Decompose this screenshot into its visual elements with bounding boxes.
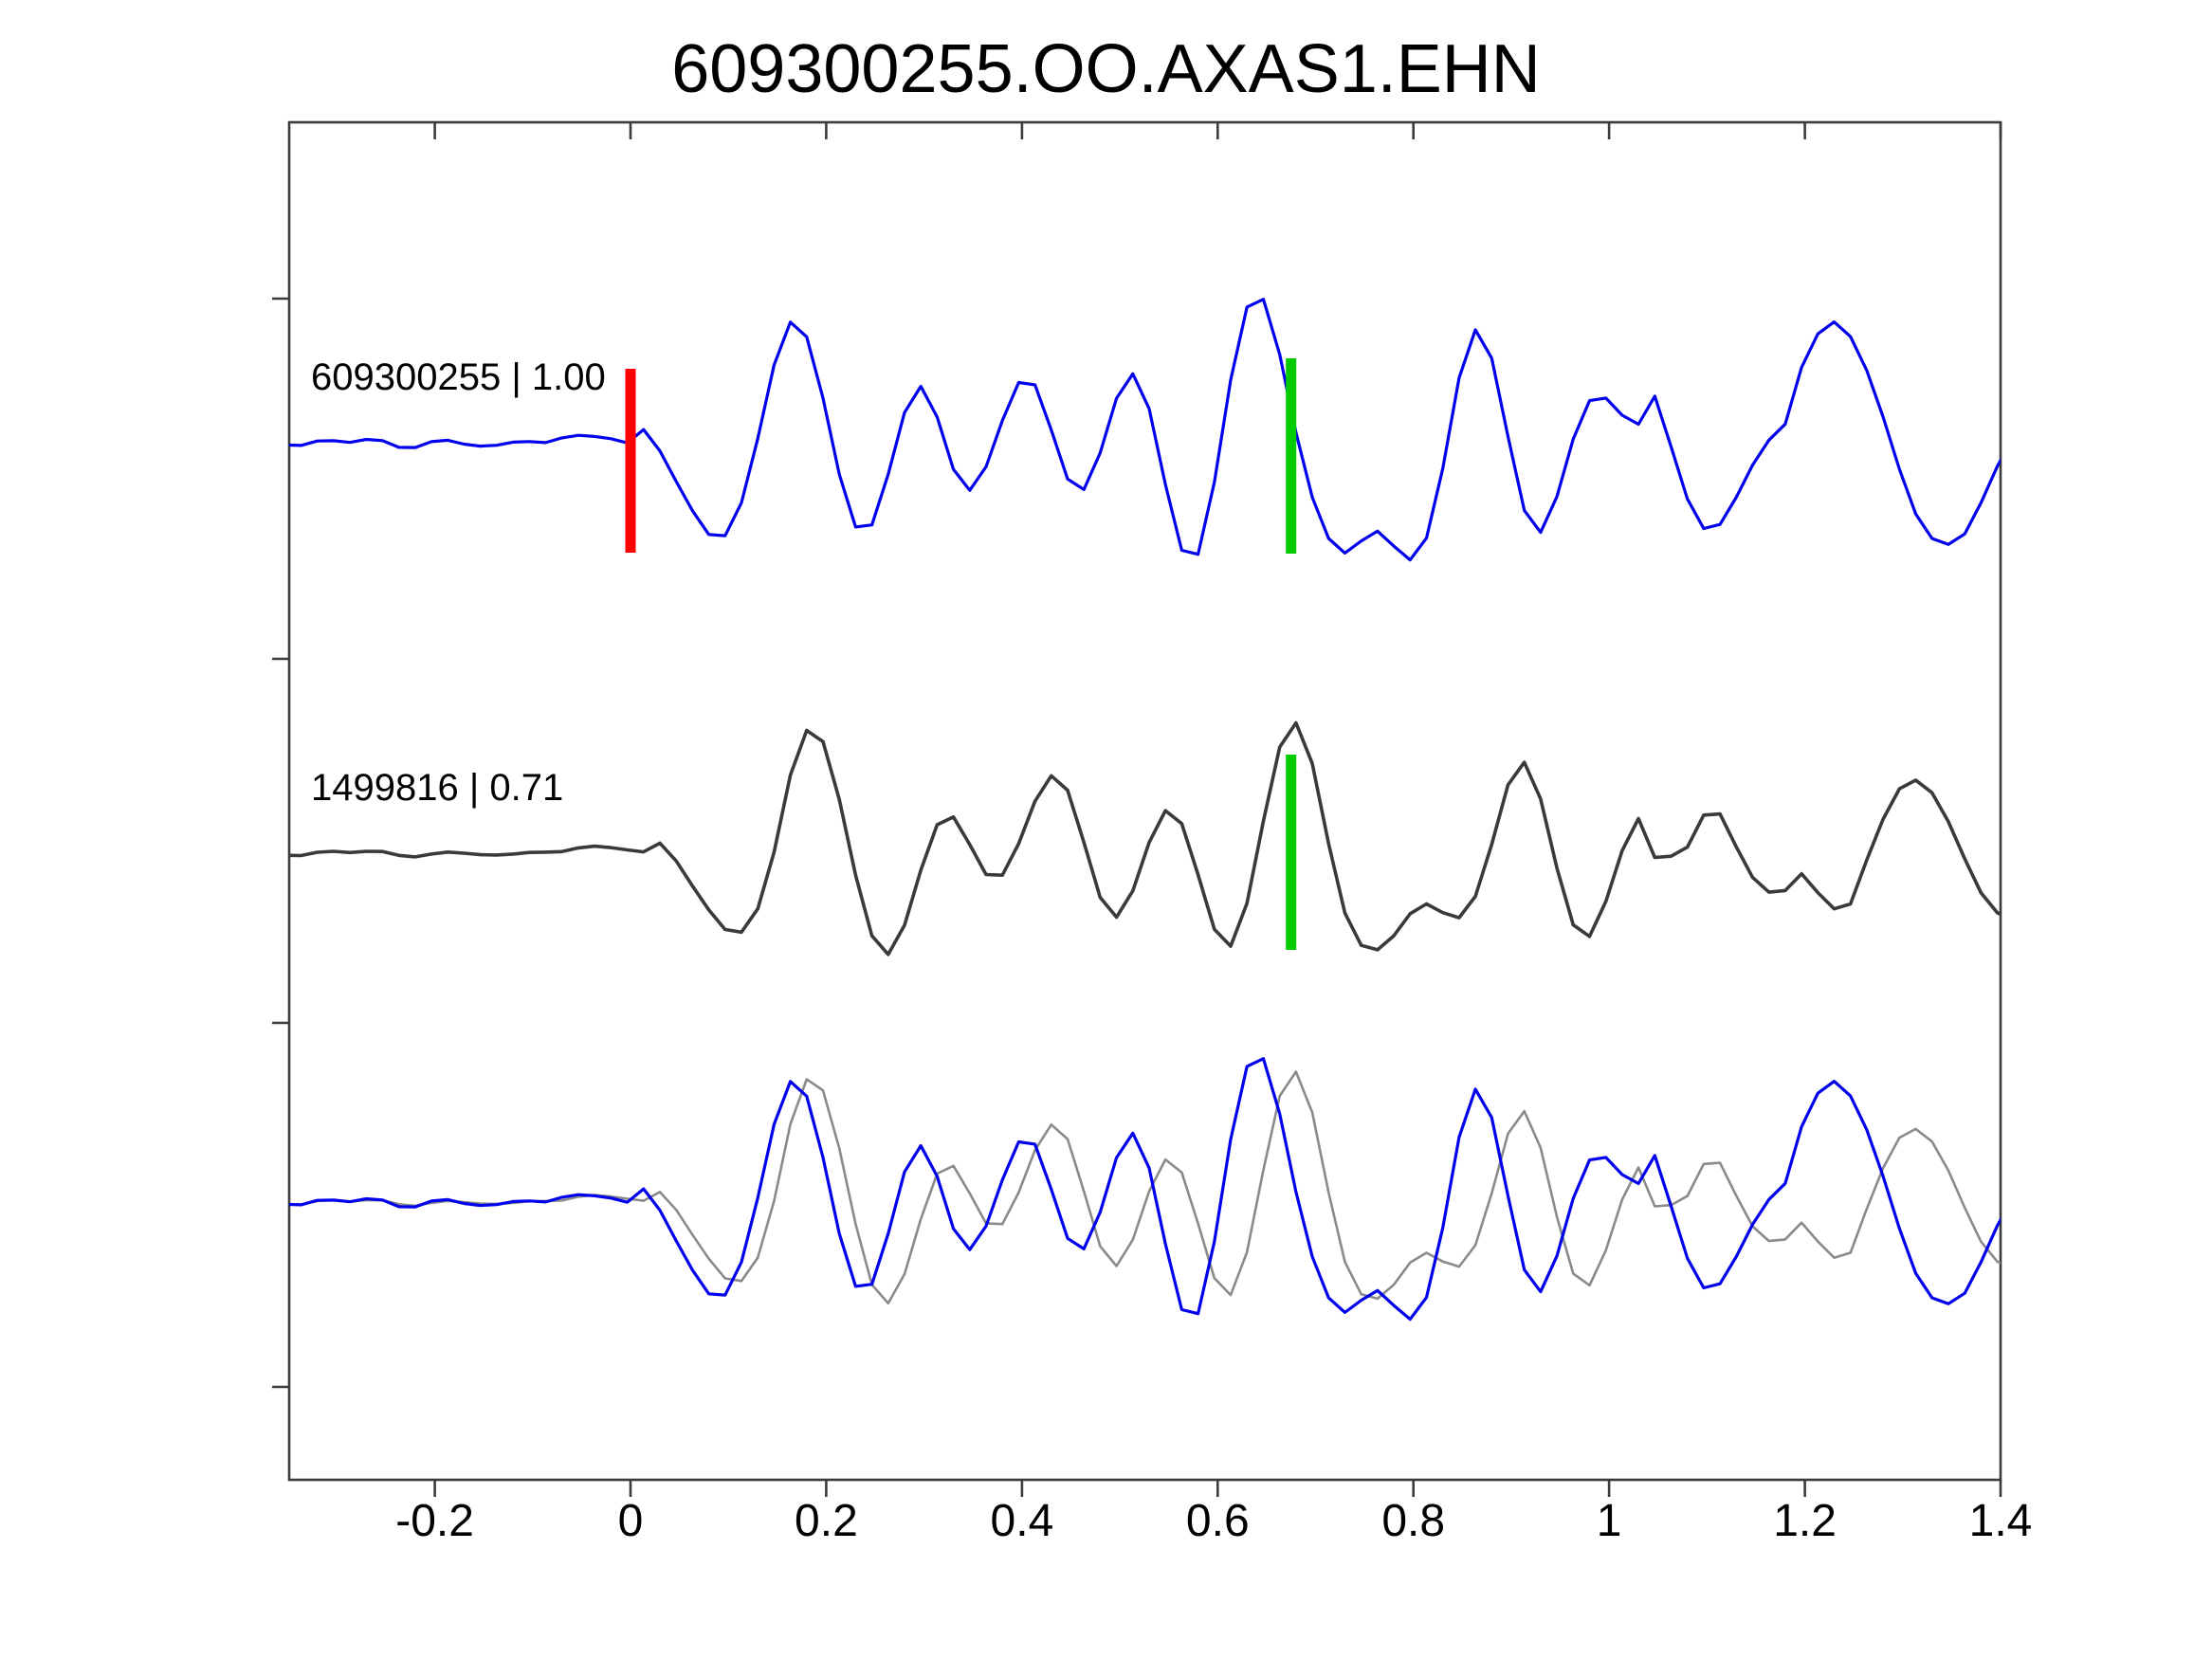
svg-text:1.4: 1.4: [1969, 1496, 2033, 1546]
svg-text:0.8: 0.8: [1381, 1496, 1445, 1546]
svg-text:1: 1: [1597, 1496, 1622, 1546]
svg-text:-0.2: -0.2: [395, 1496, 474, 1546]
svg-text:0.2: 0.2: [795, 1496, 858, 1546]
svg-text:609300255 | 1.00: 609300255 | 1.00: [311, 356, 606, 398]
svg-text:0.4: 0.4: [991, 1496, 1054, 1546]
svg-text:1499816 | 0.71: 1499816 | 0.71: [311, 767, 563, 809]
svg-text:0: 0: [618, 1496, 644, 1546]
svg-text:1.2: 1.2: [1773, 1496, 1837, 1546]
svg-text:0.6: 0.6: [1186, 1496, 1250, 1546]
